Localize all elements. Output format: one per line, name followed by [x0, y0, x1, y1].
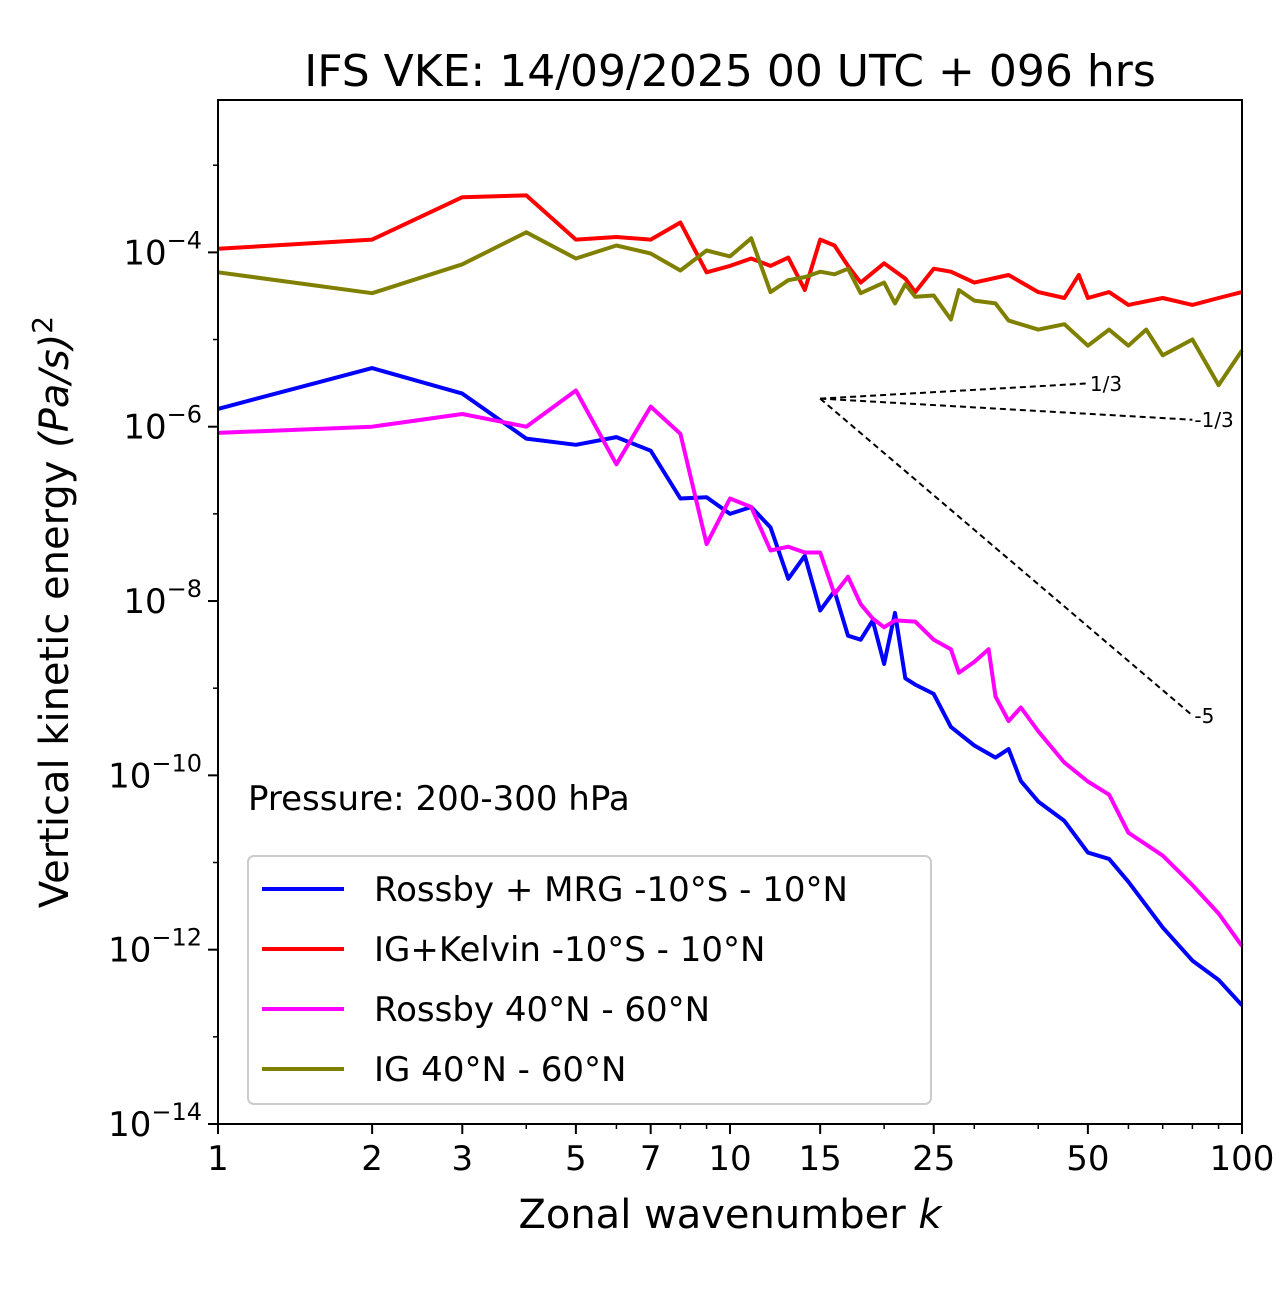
y-tick-label: 10−8 — [123, 575, 202, 622]
legend-label: Rossby 40°N - 60°N — [374, 990, 710, 1030]
legend-label: Rossby + MRG -10°S - 10°N — [374, 870, 848, 910]
reference-slope-label: -5 — [1194, 704, 1214, 728]
series-line-0 — [217, 366, 1244, 1007]
x-tick-label: 10 — [708, 1139, 751, 1179]
x-tick-label: 3 — [451, 1139, 473, 1179]
series-line-3 — [217, 230, 1244, 388]
legend-label: IG+Kelvin -10°S - 10°N — [374, 930, 765, 970]
y-tick-label: 10−12 — [108, 924, 202, 971]
x-tick-label: 100 — [1210, 1139, 1275, 1179]
reference-slope-label: -1/3 — [1194, 408, 1233, 432]
legend-box — [247, 855, 932, 1105]
y-axis-label: Vertical kinetic energy (Pa/s)2 — [26, 316, 78, 908]
x-tick-label: 25 — [912, 1139, 955, 1179]
series-line-1 — [217, 193, 1243, 307]
reference-slope-line — [820, 397, 1193, 421]
x-tick-label: 15 — [799, 1139, 842, 1179]
y-tick-label: 10−4 — [123, 226, 202, 273]
reference-slope-line — [819, 397, 1194, 717]
y-tick-label: 10−14 — [108, 1098, 202, 1145]
x-tick-label: 2 — [361, 1139, 383, 1179]
y-tick-label: 10−6 — [123, 401, 202, 448]
x-tick-label: 1 — [207, 1139, 229, 1179]
x-tick-label: 5 — [565, 1139, 587, 1179]
pressure-annotation: Pressure: 200-300 hPa — [248, 779, 630, 819]
reference-slope-label: 1/3 — [1090, 372, 1122, 396]
chart-title: IFS VKE: 14/09/2025 00 UTC + 096 hrs — [304, 46, 1156, 97]
legend-label: IG 40°N - 60°N — [374, 1050, 626, 1090]
x-axis-label: Zonal wavenumber k — [518, 1192, 943, 1238]
series-line-2 — [217, 388, 1244, 948]
x-tick-label: 50 — [1066, 1139, 1109, 1179]
y-tick-label: 10−10 — [108, 749, 202, 796]
x-tick-label: 7 — [640, 1139, 662, 1179]
reference-slope-line — [820, 382, 1088, 400]
